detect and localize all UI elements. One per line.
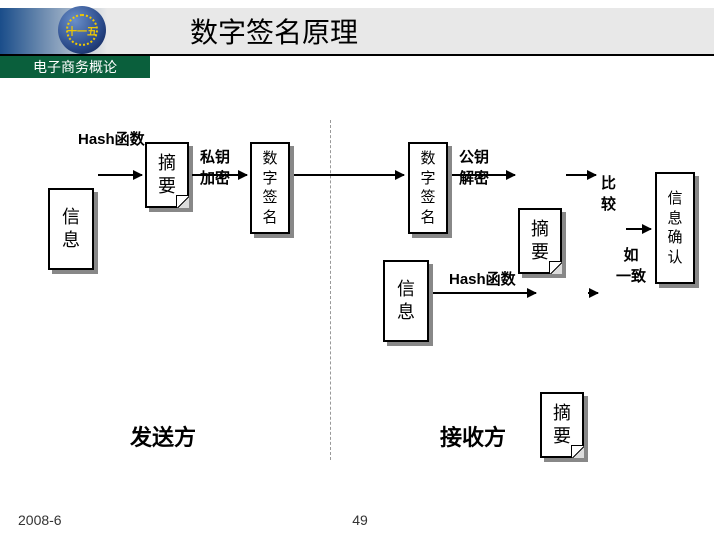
- info-right-box: 信 息: [383, 260, 429, 342]
- sign-right-box: 数 字 签 名: [408, 142, 448, 234]
- sign-left-box: 数 字 签 名: [250, 142, 290, 234]
- arrow-sign-digest-r: [452, 174, 515, 176]
- arrow-digest-sign: [192, 174, 247, 176]
- footer-page: 49: [0, 512, 720, 528]
- arrow-info-digest: [98, 174, 142, 176]
- digest-left-box: 摘 要: [145, 142, 189, 208]
- digest-right-top-box: 摘 要: [518, 208, 562, 274]
- confirm-box: 信 息 确 认: [655, 172, 695, 284]
- arrow-compare-confirm: [626, 228, 651, 230]
- logo: 十一五: [42, 2, 122, 58]
- arrow-digest-top-compare: [566, 174, 596, 176]
- hash-right-label: Hash函数: [449, 268, 516, 289]
- subtitle-bar: 电子商务概论: [0, 56, 150, 78]
- receiver-label: 接收方: [440, 420, 506, 452]
- private-key-label: 私钥 加密: [200, 146, 230, 188]
- info-left-box: 信 息: [48, 188, 94, 270]
- public-key-label: 公钥 解密: [459, 146, 489, 188]
- slide-title: 数字签名原理: [190, 11, 358, 51]
- slide-header: 数字签名原理 十一五 电子商务概论: [0, 0, 720, 78]
- arrow-sign-cross: [294, 174, 404, 176]
- subtitle: 电子商务概论: [33, 57, 117, 77]
- logo-text: 十一五: [67, 23, 97, 38]
- arrow-info-digest-r: [433, 292, 536, 294]
- signature-diagram: Hash函数 信 息 摘 要 私钥 加密 数 字 签 名 数 字 签 名 公钥 …: [0, 120, 720, 480]
- hash-left-label: Hash函数: [78, 128, 145, 149]
- sender-label: 发送方: [130, 420, 196, 452]
- compare-label: 比 较: [601, 172, 616, 214]
- arrow-digest-bot-compare-stub: [588, 292, 598, 294]
- digest-right-bottom-box: 摘 要: [540, 392, 584, 458]
- divider-dashed: [330, 120, 331, 460]
- if-match-label: 如 一致: [616, 244, 646, 286]
